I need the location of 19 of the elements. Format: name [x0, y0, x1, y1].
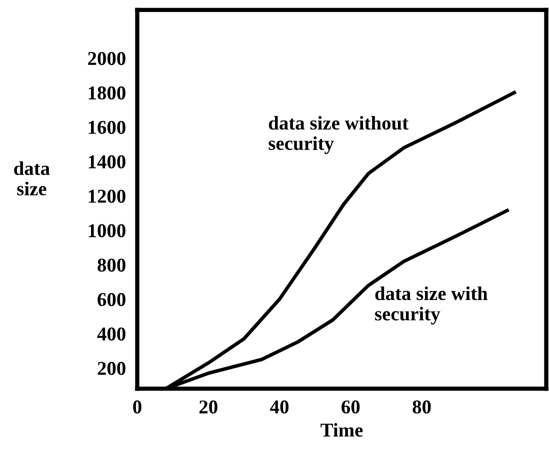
x-tick-label: 60 — [342, 400, 360, 414]
y-tick-label: 1000 — [88, 224, 126, 238]
y-tick-label: 1400 — [88, 155, 126, 168]
annotation: data size without security — [268, 116, 408, 154]
y-tick-label: 600 — [98, 293, 126, 306]
x-tick-label: 40 — [270, 400, 288, 414]
x-tick-label: 20 — [199, 400, 218, 414]
y-tick-label: 200 — [98, 362, 126, 375]
y-axis-title: data size — [14, 161, 50, 196]
y-tick-label: 1200 — [88, 190, 126, 203]
y-tick-label: 1800 — [88, 86, 126, 100]
y-tick-label: 800 — [98, 258, 126, 272]
y-tick-label: 400 — [97, 327, 126, 341]
x-axis-title: Time — [320, 423, 363, 437]
annotation: data size with security — [375, 286, 488, 324]
x-tick-label: 80 — [412, 400, 431, 414]
x-tick-label: 0 — [133, 400, 142, 414]
y-tick-label: 1600 — [88, 120, 126, 134]
y-tick-label: 2000 — [88, 52, 126, 66]
